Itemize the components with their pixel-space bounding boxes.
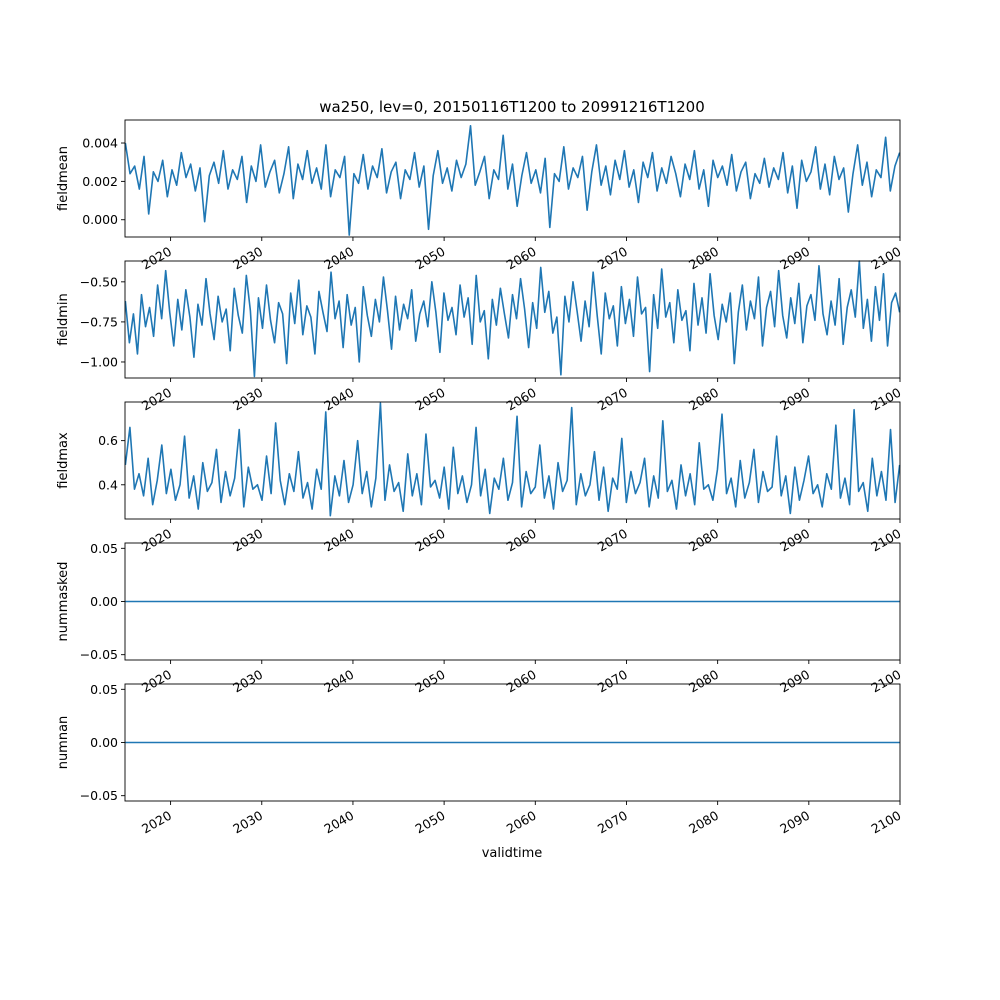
y-tick-label: −0.75 [80, 314, 118, 329]
y-tick-label: 0.6 [98, 433, 118, 448]
axes-frame [124, 260, 901, 379]
y-tick-label: 0.4 [98, 477, 118, 492]
y-axis-label: fieldmin [56, 293, 71, 346]
y-tick-label: 0.00 [90, 735, 118, 750]
y-tick-label: −0.05 [80, 788, 118, 803]
axes-frame [124, 401, 901, 520]
y-axis-label: fieldmax [56, 432, 71, 489]
y-tick-label: 0.000 [82, 212, 118, 227]
series-line-fieldmean [124, 124, 901, 236]
y-axis-label: numnan [56, 716, 71, 770]
y-tick-label: −1.00 [80, 354, 118, 369]
y-tick-label: −0.50 [80, 274, 118, 289]
series-line-fieldmin [124, 260, 901, 378]
y-tick-label: 0.05 [90, 541, 118, 556]
y-tick-label: −0.05 [80, 647, 118, 662]
y-tick-label: 0.05 [90, 682, 118, 697]
y-tick-label: 0.002 [82, 174, 118, 189]
axes-frame [124, 119, 901, 238]
series-line-fieldmax [124, 402, 901, 517]
y-axis-label: fieldmean [56, 146, 71, 211]
y-tick-label: 0.00 [90, 594, 118, 609]
figure-title: wa250, lev=0, 20150116T1200 to 20991216T… [319, 98, 705, 116]
y-tick-label: 0.004 [82, 136, 118, 151]
x-axis-label: validtime [482, 846, 543, 861]
y-axis-label: nummasked [56, 562, 71, 642]
